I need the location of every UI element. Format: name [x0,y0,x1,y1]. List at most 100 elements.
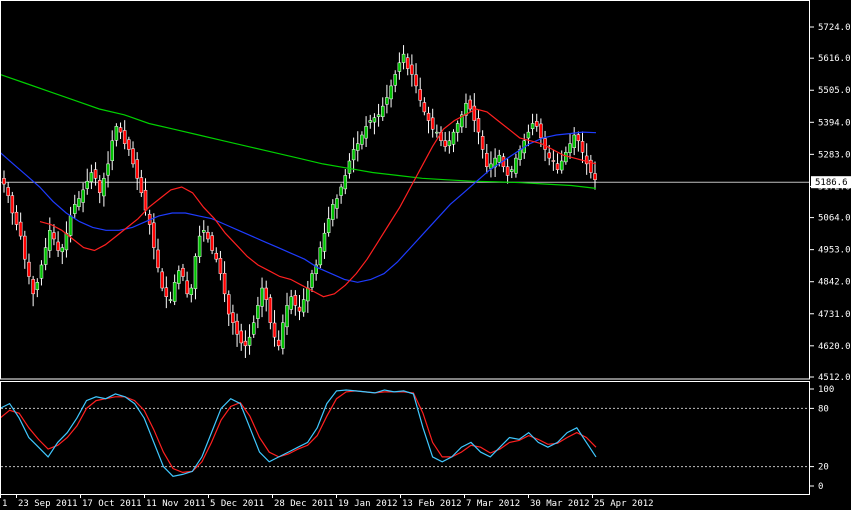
candle-down [551,160,556,162]
x-tick-label: 25 Apr 2012 [594,499,654,509]
candle-down [118,127,123,133]
candle-up [247,336,252,346]
candle-up [193,256,198,290]
candle-down [18,221,23,237]
candle-up [351,149,356,161]
candle-down [210,235,214,251]
osc-main-line [0,389,597,477]
candle-up [189,287,194,295]
candle-up [256,305,260,319]
candle-up [260,287,264,307]
candle-up [306,287,310,302]
candle-down [426,112,431,121]
oscillator-panel-border [0,381,810,495]
candle-down [414,74,418,87]
candle-up [572,134,576,148]
candle-up [39,264,44,279]
candle-down [222,273,227,295]
y-tick-label: 5505.0 [818,86,851,96]
candle-down [472,105,477,121]
candle-up [389,85,393,100]
candle-down [505,166,510,176]
candle-down [243,340,248,347]
candle-down [576,134,581,142]
candle-up [564,152,568,163]
candle-up [48,230,52,251]
candle-up [110,140,114,162]
candle-down [135,159,139,179]
candle-down [152,222,156,248]
osc-y-tick-label: 20 [818,463,829,473]
candle-up [343,175,348,190]
candle-down [214,252,219,260]
candle-up [559,160,564,171]
candle-down [418,89,422,101]
price-panel [0,45,810,358]
candle-down [231,312,235,323]
x-tick-label: 1 [2,499,7,509]
candle-up [85,180,89,189]
candle-down [264,287,268,300]
candle-up [197,235,202,257]
x-tick-label: 5 Dec 2011 [210,499,264,509]
y-tick-label: 4842.0 [818,278,851,288]
candle-down [14,211,19,225]
candle-up [368,120,373,123]
candle-down [534,121,539,127]
current-price-tag [811,176,851,189]
candle-down [218,258,223,274]
y-tick-label: 5394.0 [818,118,851,128]
candle-up [380,105,385,117]
candle-up [114,126,119,141]
candle-up [172,282,177,302]
candle-down [56,241,60,251]
candle-down [543,138,547,150]
candle-down [468,99,472,110]
candle-down [480,136,485,150]
y-tick-label: 5616.0 [818,54,851,64]
candle-up [464,102,468,116]
candle-up [364,126,368,139]
candle-down [2,178,6,185]
candle-up [526,131,531,139]
candle-down [10,195,15,214]
candle-down [139,177,144,194]
candle-down [97,180,102,194]
candle-down [410,64,414,75]
candle-down [6,187,10,196]
candle-up [251,322,256,335]
candle-up [106,163,110,176]
candle-up [326,218,331,233]
candle-up [81,189,85,203]
candle-up [568,143,572,154]
candle-up [102,178,106,197]
x-tick-label: 19 Jan 2012 [338,499,398,509]
candle-up [89,172,94,182]
candle-up [310,273,314,288]
ma-green-line [0,73,597,189]
candle-up [401,53,406,63]
candle-up [202,230,206,233]
candle-up [60,247,65,253]
candle-up [73,204,77,214]
candle-down [580,141,585,153]
candle-up [322,232,327,252]
candle-up [435,131,439,134]
candle-down [555,163,560,170]
y-tick-label: 4512.0 [818,373,851,383]
candle-down [276,339,281,347]
x-tick-label: 7 Mar 2012 [466,499,520,509]
candle-up [497,154,502,163]
candle-up [314,264,318,274]
candle-down [589,159,593,173]
candle-down [156,249,160,269]
osc-y-tick-label: 100 [818,385,834,395]
candle-up [43,247,48,265]
x-tick-label: 11 Nov 2011 [146,499,206,509]
candle-up [339,186,343,196]
candle-down [405,57,410,69]
y-tick-label: 4620.0 [818,342,851,352]
